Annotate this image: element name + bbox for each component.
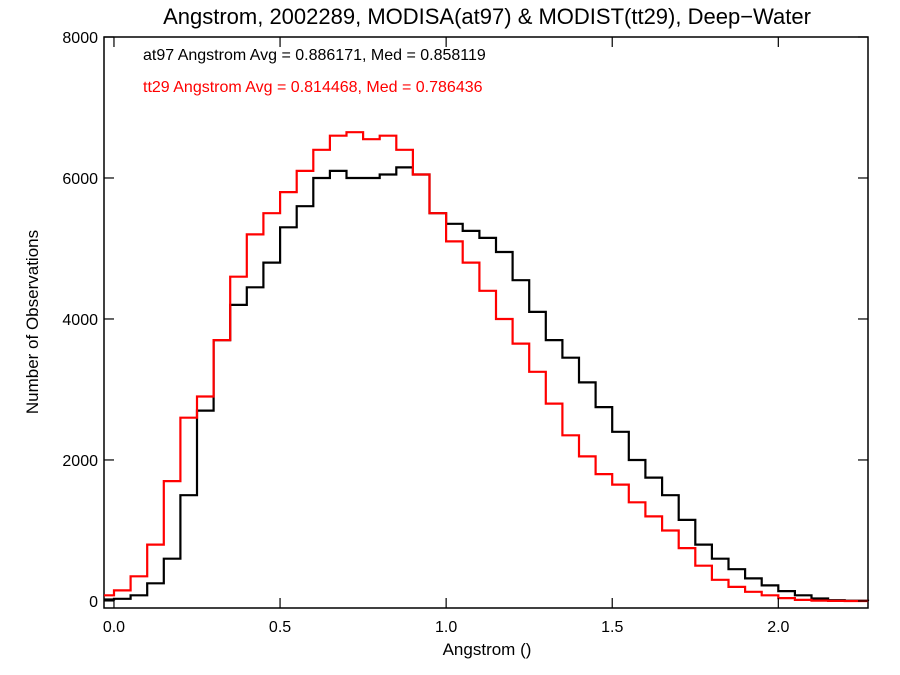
series-line-0 <box>104 166 870 602</box>
x-tick-label: 0.0 <box>103 619 125 636</box>
y-tick-label: 2000 <box>62 453 98 470</box>
series-line-1 <box>104 131 868 603</box>
y-axis-label: Number of Observations <box>23 230 42 414</box>
x-tick-label: 0.5 <box>269 619 291 636</box>
plot-frame <box>103 36 869 609</box>
x-axis-label: Angstrom () <box>443 640 532 659</box>
series-layer <box>104 131 870 603</box>
x-tick-label: 2.0 <box>767 619 789 636</box>
y-axis-ticks: 0 2000 4000 6000 8000 <box>62 30 868 611</box>
x-tick-label: 1.5 <box>601 619 623 636</box>
x-tick-label: 1.0 <box>435 619 457 636</box>
y-tick-label: 8000 <box>62 30 98 47</box>
chart-title: Angstrom, 2002289, MODISA(at97) & MODIST… <box>163 4 811 29</box>
annotation-tt29: tt29 Angstrom Avg = 0.814468, Med = 0.78… <box>143 79 483 96</box>
y-tick-label: 0 <box>89 594 98 611</box>
annotation-at97: at97 Angstrom Avg = 0.886171, Med = 0.85… <box>143 47 486 64</box>
x-axis-ticks: 0.0 0.5 1.0 1.5 2.0 <box>103 37 790 636</box>
y-tick-label: 6000 <box>62 171 98 188</box>
y-tick-label: 4000 <box>62 312 98 329</box>
